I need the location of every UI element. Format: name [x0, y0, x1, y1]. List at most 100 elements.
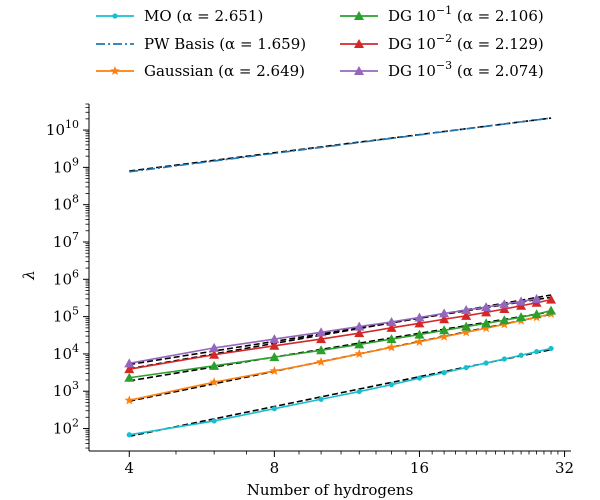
point-gauss-10	[481, 323, 491, 333]
y-tick-label-4: 104	[53, 342, 79, 363]
series-line-gauss	[129, 313, 552, 402]
point-dg2-9	[461, 310, 472, 320]
point-dg3-13	[531, 293, 542, 303]
y-tick-label-3: 103	[53, 379, 79, 400]
point-dg2-10	[481, 307, 492, 317]
point-gauss-8	[439, 331, 449, 341]
point-gauss-3	[269, 365, 280, 375]
point-gauss-5	[354, 348, 364, 358]
y-tick-label-10: 1010	[46, 118, 79, 139]
x-tick-label-8: 8	[270, 459, 280, 477]
point-dg2-2	[209, 349, 220, 359]
point-dg2-8	[439, 314, 450, 324]
y-tick-label-5: 105	[53, 305, 79, 326]
point-dg3-1	[124, 358, 135, 368]
point-dg3-5	[354, 321, 365, 331]
point-dg2-7	[414, 318, 425, 328]
point-mo-11	[501, 356, 507, 362]
point-dg3-10	[481, 302, 492, 312]
point-mo-5	[356, 388, 362, 395]
legend-item-pw: PW Basis (α = 1.659)	[96, 35, 306, 53]
point-gauss-1	[124, 395, 135, 405]
point-mo-3	[271, 406, 277, 412]
point-dg2-14	[546, 294, 557, 304]
legend: MO (α = 2.651) PW Basis (α = 1.659) Gaussi…	[96, 4, 544, 80]
point-dg3-11	[499, 299, 510, 309]
x-tick-label-4: 4	[124, 459, 134, 477]
y-tick-label-2: 102	[53, 417, 79, 438]
point-dg2-11	[499, 304, 510, 314]
point-dg2-4	[316, 334, 327, 344]
point-dg2-1	[124, 364, 135, 374]
legend-label-pw: PW Basis (α = 1.659)	[144, 35, 306, 53]
point-mo-4	[318, 396, 324, 402]
point-gauss-9	[461, 327, 471, 337]
point-gauss-2	[209, 377, 219, 387]
point-dg1-13	[531, 309, 542, 319]
point-dg2-5	[354, 328, 365, 338]
point-dg1-2	[209, 360, 220, 370]
point-mo-12	[518, 352, 524, 358]
legend-item-dg1: DG 10−1 (α = 2.106)	[340, 4, 544, 25]
series-pw	[129, 117, 552, 173]
point-dg3-8	[439, 308, 450, 318]
point-dg2-6	[386, 322, 397, 332]
point-dg1-12	[516, 312, 527, 322]
x-ticks: 4 8 16 32	[124, 451, 574, 477]
point-dg1-14	[546, 305, 557, 315]
point-mo-10	[483, 360, 489, 366]
y-ticks: 102 103 104 105 106 107 108 109 1010	[46, 103, 89, 449]
point-dg1-3	[269, 352, 280, 362]
series-layer	[124, 117, 557, 438]
point-mo-14	[548, 345, 554, 352]
fit-line-4	[129, 310, 552, 382]
point-dg1-4	[316, 345, 327, 355]
point-dg3-12	[516, 296, 527, 306]
point-dg2-3	[269, 340, 280, 350]
y-axis-label: λ	[20, 270, 38, 281]
legend-item-mo: MO (α = 2.651)	[96, 7, 263, 25]
legend-marker-gauss	[110, 66, 120, 76]
legend-label-dg2: DG 10−2 (α = 2.129)	[388, 32, 544, 53]
series-mo	[126, 345, 554, 438]
series-dg1	[124, 305, 557, 382]
point-dg3-9	[461, 305, 472, 315]
y-tick-label-8: 108	[53, 193, 79, 214]
point-mo-7	[416, 375, 423, 381]
legend-label-mo: MO (α = 2.651)	[144, 7, 263, 25]
series-line-mo	[129, 347, 552, 436]
point-mo-8	[441, 370, 447, 376]
point-mo-2	[211, 418, 217, 424]
point-dg3-2	[209, 342, 220, 352]
fit-lines	[129, 117, 552, 438]
point-dg1-8	[439, 325, 450, 335]
point-gauss-4	[316, 356, 326, 366]
point-dg1-5	[354, 339, 365, 349]
point-dg3-4	[316, 327, 327, 337]
series-line-pw	[129, 117, 552, 173]
x-axis-label: Number of hydrogens	[247, 481, 414, 499]
point-dg1-10	[481, 318, 492, 328]
axes: 4 8 16 32 102 103 104 105 106 107 108 109 1010	[46, 103, 574, 477]
point-dg1-9	[461, 321, 472, 331]
series-line-dg1	[129, 309, 552, 379]
point-dg1-1	[124, 372, 135, 382]
legend-label-dg1: DG 10−1 (α = 2.106)	[388, 4, 544, 25]
y-tick-label-9: 109	[53, 155, 79, 176]
legend-marker-dg1	[354, 11, 364, 20]
legend-label-dg3: DG 10−3 (α = 2.074)	[388, 59, 544, 80]
point-dg1-11	[499, 315, 510, 325]
point-dg1-6	[386, 334, 397, 344]
legend-marker-dg2	[354, 39, 364, 48]
point-mo-6	[388, 382, 395, 388]
point-dg3-6	[386, 316, 397, 326]
legend-marker-dg3	[354, 66, 364, 75]
point-gauss-7	[414, 336, 425, 346]
y-tick-label-7: 107	[53, 230, 79, 251]
x-tick-label-32: 32	[555, 459, 574, 477]
point-mo-9	[463, 364, 469, 371]
plot-area	[124, 117, 557, 438]
legend-item-dg3: DG 10−3 (α = 2.074)	[340, 59, 544, 80]
point-mo-13	[534, 349, 540, 355]
